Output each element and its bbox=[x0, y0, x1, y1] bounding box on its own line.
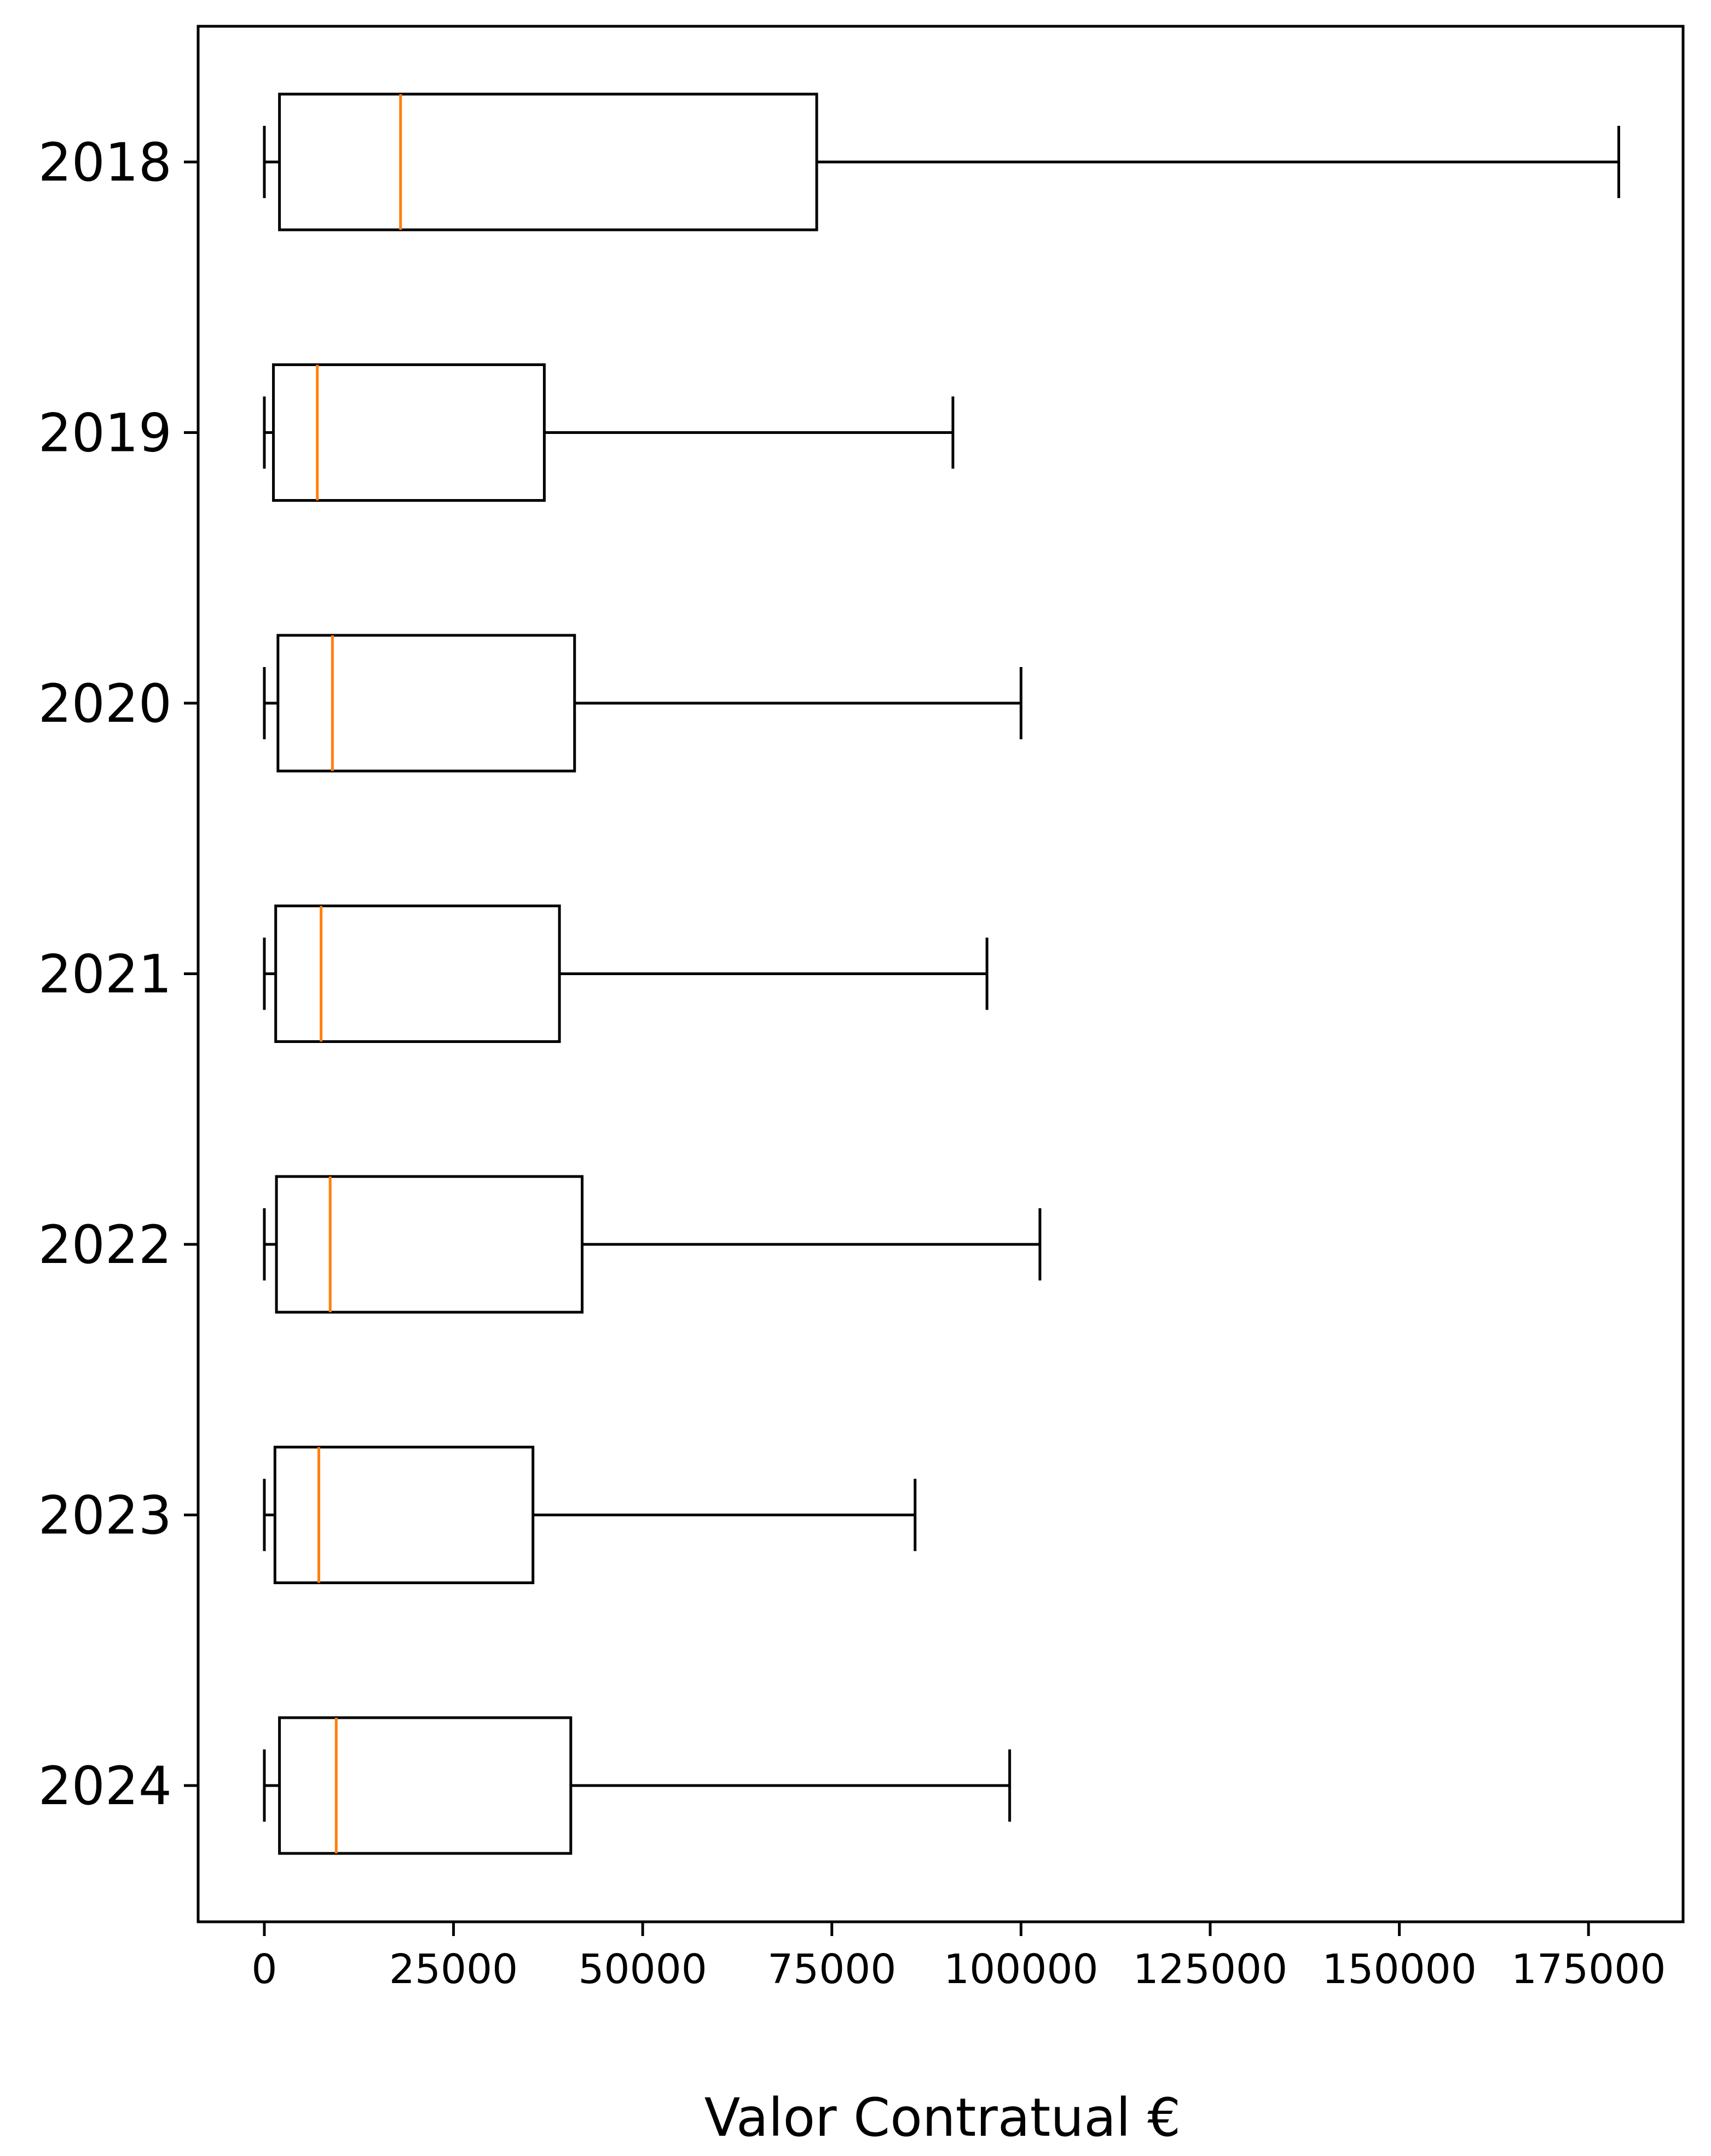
box-2020 bbox=[263, 634, 1022, 773]
x-tick-label: 75000 bbox=[767, 1946, 896, 1993]
y-tick-label: 2018 bbox=[38, 132, 172, 193]
iqr-box bbox=[275, 1175, 584, 1314]
x-axis-title: Valor Contratual € bbox=[704, 2087, 1181, 2148]
x-tick-label: 175000 bbox=[1511, 1946, 1666, 1993]
x-tick-label: 125000 bbox=[1133, 1946, 1288, 1993]
box-2023 bbox=[263, 1446, 917, 1584]
y-tick-label: 2024 bbox=[38, 1755, 172, 1817]
x-tick-label: 150000 bbox=[1322, 1946, 1477, 1993]
box-2021 bbox=[263, 905, 989, 1043]
iqr-box bbox=[278, 1716, 573, 1855]
y-tick-label: 2022 bbox=[38, 1214, 172, 1276]
y-tick-label: 2020 bbox=[38, 673, 172, 734]
x-tick-label: 100000 bbox=[944, 1946, 1099, 1993]
x-tick-label: 50000 bbox=[578, 1946, 707, 1993]
axes-group: 2018 2019 2020 2021 2022 2023 2024 0 25000 50000 7… bbox=[38, 132, 1666, 1993]
box-2018 bbox=[263, 92, 1620, 231]
iqr-box bbox=[272, 363, 546, 502]
iqr-box bbox=[278, 92, 818, 231]
iqr-box bbox=[273, 1446, 535, 1584]
box-2019 bbox=[263, 363, 955, 502]
box-2022 bbox=[263, 1175, 1042, 1314]
x-tick-label: 0 bbox=[251, 1946, 277, 1993]
iqr-box bbox=[274, 905, 561, 1043]
iqr-box bbox=[276, 634, 576, 773]
box-2024 bbox=[263, 1716, 1011, 1855]
boxes-group bbox=[263, 92, 1620, 1855]
x-tick-label: 25000 bbox=[389, 1946, 518, 1993]
y-tick-label: 2023 bbox=[38, 1485, 172, 1546]
y-tick-label: 2019 bbox=[38, 403, 172, 464]
y-tick-label: 2021 bbox=[38, 944, 172, 1005]
